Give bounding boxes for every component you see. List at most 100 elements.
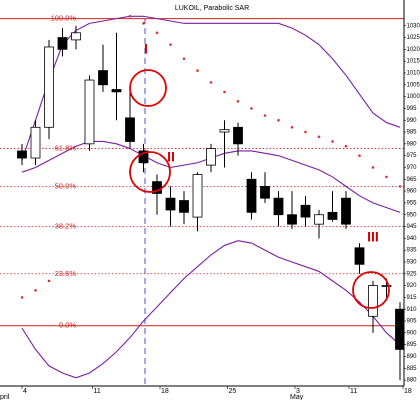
- sar-dot: [47, 279, 51, 283]
- chart-title: LUKOIL, Parabolic SAR: [175, 5, 249, 12]
- y-tick-label: 925: [407, 271, 418, 277]
- highlight-circle: [129, 69, 167, 107]
- fib-label: 61.8%: [55, 144, 77, 153]
- candle-body: [381, 285, 392, 287]
- sar-dot: [236, 100, 240, 103]
- x-tick-label: 3: [296, 388, 300, 395]
- candle-body: [246, 178, 257, 213]
- y-tick-label: 965: [407, 177, 418, 183]
- y-tick-label: 940: [407, 236, 418, 242]
- y-tick-label: 945: [407, 224, 418, 230]
- candle-body: [30, 126, 41, 159]
- candle-body: [327, 211, 338, 220]
- y-tick-label: 1010: [407, 71, 420, 77]
- sar-dot: [34, 289, 37, 292]
- candle-body: [354, 247, 365, 265]
- y-tick-label: 930: [407, 260, 418, 266]
- x-tick-label: 4: [23, 388, 27, 395]
- sar-dot: [371, 166, 375, 169]
- candle-body: [341, 197, 351, 225]
- y-tick-label: 890: [407, 354, 418, 360]
- x-tick-label: 18: [161, 388, 169, 395]
- sar-dot: [331, 140, 334, 143]
- y-tick-label: 885: [407, 366, 418, 372]
- sar-dot: [277, 118, 280, 122]
- annotation: I: [144, 41, 148, 57]
- sar-dot: [290, 126, 294, 129]
- candle-body: [98, 70, 108, 86]
- candle-body: [84, 79, 95, 145]
- candle-body: [233, 126, 243, 145]
- highlight-circle: [352, 271, 390, 309]
- sar-dot: [169, 43, 172, 46]
- fib-label: 38.2%: [55, 222, 77, 231]
- candle-body: [395, 308, 404, 350]
- fib-label: 23.6%: [55, 269, 77, 278]
- sar-dot: [155, 31, 159, 35]
- y-tick-label: 1005: [407, 82, 420, 88]
- candle-body: [44, 46, 54, 128]
- y-tick-label: 990: [407, 118, 418, 124]
- sar-dot: [344, 144, 348, 148]
- candle-body: [300, 204, 311, 218]
- sar-dot: [398, 185, 402, 188]
- candle-body: [165, 197, 176, 211]
- candle-body: [125, 117, 135, 142]
- y-tick-label: 1025: [407, 35, 420, 41]
- fib-label: 50.0%: [55, 181, 77, 190]
- candle-body: [260, 185, 270, 199]
- y-tick-label: 910: [407, 307, 418, 313]
- candle-body: [368, 285, 378, 317]
- y-tick-label: 1000: [407, 94, 420, 100]
- candle-body: [287, 214, 297, 225]
- y-tick-label: 955: [407, 200, 418, 206]
- y-tick-label: 985: [407, 130, 418, 136]
- y-tick-label: 960: [407, 189, 418, 195]
- y-tick-label: 895: [407, 342, 418, 348]
- sar-dot: [304, 130, 307, 134]
- fib-label: 0.0%: [59, 321, 76, 330]
- y-tick-label: 935: [407, 248, 418, 254]
- y-tick-label: 905: [407, 319, 418, 325]
- annotation: II: [167, 149, 175, 165]
- y-tick-label: 915: [407, 295, 418, 301]
- y-tick-label: 880: [407, 378, 418, 384]
- x-tick-label: 11: [350, 388, 357, 395]
- plot-area: [0, 14, 404, 384]
- candle-body: [71, 32, 81, 41]
- y-tick-label: 950: [407, 212, 418, 218]
- x-tick-label: 18: [404, 388, 412, 395]
- candle-body: [273, 197, 284, 216]
- band-line: [21, 15, 401, 161]
- y-tick-label: 975: [407, 153, 418, 159]
- sar-dot: [128, 14, 132, 18]
- candle-body: [206, 148, 216, 166]
- y-tick-label: 1030: [407, 23, 420, 29]
- y-tick-label: 970: [407, 165, 418, 171]
- y-tick-label: 1020: [407, 47, 420, 53]
- sar-dot: [317, 135, 321, 139]
- candle-body: [314, 214, 324, 225]
- y-tick-label: 920: [407, 283, 418, 289]
- sar-dot: [182, 57, 186, 61]
- x-tick-label: 25: [229, 388, 237, 395]
- sar-dot: [223, 90, 226, 94]
- x-tick-label: 11: [94, 388, 101, 395]
- fib-label: 100.0%: [51, 14, 77, 23]
- y-tick-label: 980: [407, 141, 418, 147]
- candle-body: [111, 89, 122, 93]
- sar-dot: [358, 154, 361, 157]
- sar-dot: [263, 114, 267, 117]
- candle-body: [138, 150, 149, 164]
- sar-dot: [209, 81, 213, 84]
- y-tick-label: 900: [407, 330, 418, 336]
- y-tick-label: 995: [407, 106, 418, 112]
- band-line: [21, 240, 401, 379]
- highlight-circle: [129, 151, 171, 193]
- sar-dot: [142, 22, 145, 25]
- month-label: May: [290, 394, 304, 400]
- sar-dot: [20, 296, 24, 299]
